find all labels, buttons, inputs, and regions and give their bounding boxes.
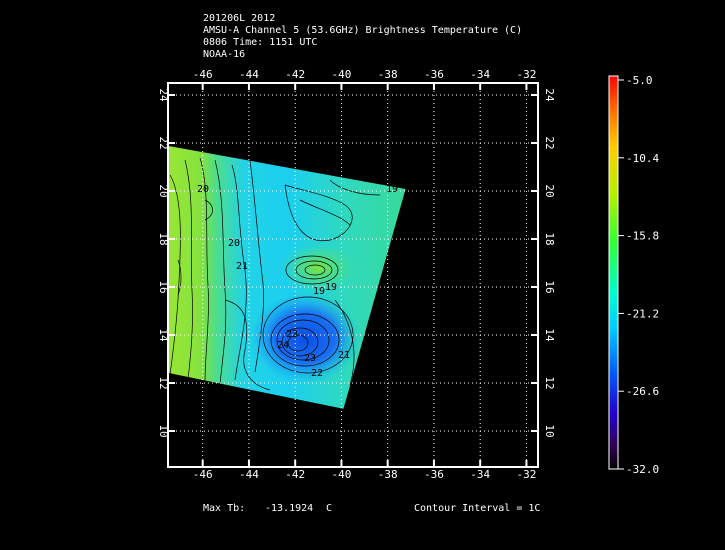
lon-label-top: -38 xyxy=(378,68,398,81)
lat-label-right: 10 xyxy=(543,424,556,437)
lon-label-bottom: -40 xyxy=(332,468,352,481)
lon-label-top: -36 xyxy=(424,68,444,81)
contour-lines xyxy=(169,157,381,391)
lat-label-left: 22 xyxy=(157,136,170,149)
contour-label: 21 xyxy=(236,261,248,272)
lon-label-bottom: -44 xyxy=(239,468,259,481)
title-line-storm: 201206L 2012 xyxy=(203,13,276,24)
lat-label-right: 12 xyxy=(543,376,556,389)
contour-label: 23 xyxy=(286,329,298,340)
contour-label: 22 xyxy=(311,368,323,379)
map-frame xyxy=(167,82,539,468)
title-line-time: 0806 Time: 1151 UTC xyxy=(203,37,318,48)
lat-label-right: 16 xyxy=(543,280,556,293)
contour-label: 24 xyxy=(277,340,289,351)
colorbar-label: -26.6 xyxy=(626,385,659,398)
warm-anomaly xyxy=(278,243,358,293)
lon-label-top: -32 xyxy=(517,68,537,81)
lat-label-left: 12 xyxy=(157,376,170,389)
cold-core xyxy=(250,293,360,383)
lon-label-bottom: -32 xyxy=(517,468,537,481)
colorbar-label: -5.0 xyxy=(626,74,653,87)
contour-label: 19 xyxy=(313,286,325,297)
contour-interval: Contour Interval = 1C xyxy=(414,503,541,514)
lat-label-left: 14 xyxy=(157,328,170,342)
lat-label-left: 20 xyxy=(157,184,170,197)
max-tb-value: -13.1924 xyxy=(265,503,314,514)
lat-label-left: 16 xyxy=(157,280,170,293)
lat-lon-grid xyxy=(168,83,538,467)
title-line-channel: AMSU-A Channel 5 (53.6GHz) Brightness Te… xyxy=(203,25,523,36)
lon-label-bottom: -36 xyxy=(424,468,444,481)
title-line-satellite: NOAA-16 xyxy=(203,49,246,60)
contour-label: 20 xyxy=(197,184,209,195)
lat-label-right: 18 xyxy=(543,232,556,245)
contour-label: 19 xyxy=(386,184,398,195)
lon-label-bottom: -34 xyxy=(470,468,490,481)
lon-label-bottom: -42 xyxy=(285,468,305,481)
swath-fill xyxy=(168,145,407,410)
lon-label-bottom: -38 xyxy=(378,468,398,481)
lon-label-top: -44 xyxy=(239,68,259,81)
colorbar-label: -10.4 xyxy=(626,152,659,165)
colorbar-label: -32.0 xyxy=(626,463,659,476)
contour-label: 21 xyxy=(338,350,350,361)
colorbar-label: -15.8 xyxy=(626,230,659,243)
lat-label-right: 14 xyxy=(543,328,556,342)
lat-label-left: 10 xyxy=(157,424,170,437)
colorbar xyxy=(608,75,619,470)
colorbar-labels: -5.0 -10.4 -15.8 -21.2 -26.6 -32.0 xyxy=(618,74,659,476)
lon-label-top: -40 xyxy=(332,68,352,81)
lat-label-left: 18 xyxy=(157,232,170,245)
contour-label: 20 xyxy=(228,238,240,249)
lat-label-left: 24 xyxy=(157,88,170,102)
contour-label: 19 xyxy=(325,282,337,293)
lat-label-right: 24 xyxy=(543,88,556,102)
max-tb-unit: C xyxy=(326,503,333,514)
max-tb-label: Max Tb: xyxy=(203,503,246,514)
lon-label-bottom: -46 xyxy=(193,468,213,481)
lon-label-top: -46 xyxy=(193,68,213,81)
lat-label-right: 22 xyxy=(543,136,556,149)
axis-tick-labels: -46 -46 -44 -44 -42 -42 -40 -40 -38 -38 -36 -36 -34 -… xyxy=(157,68,556,481)
lat-label-right: 20 xyxy=(543,184,556,197)
lon-label-top: -34 xyxy=(470,68,490,81)
contour-label: 23 xyxy=(304,353,316,364)
lon-label-top: -42 xyxy=(285,68,305,81)
colorbar-label: -21.2 xyxy=(626,307,659,320)
